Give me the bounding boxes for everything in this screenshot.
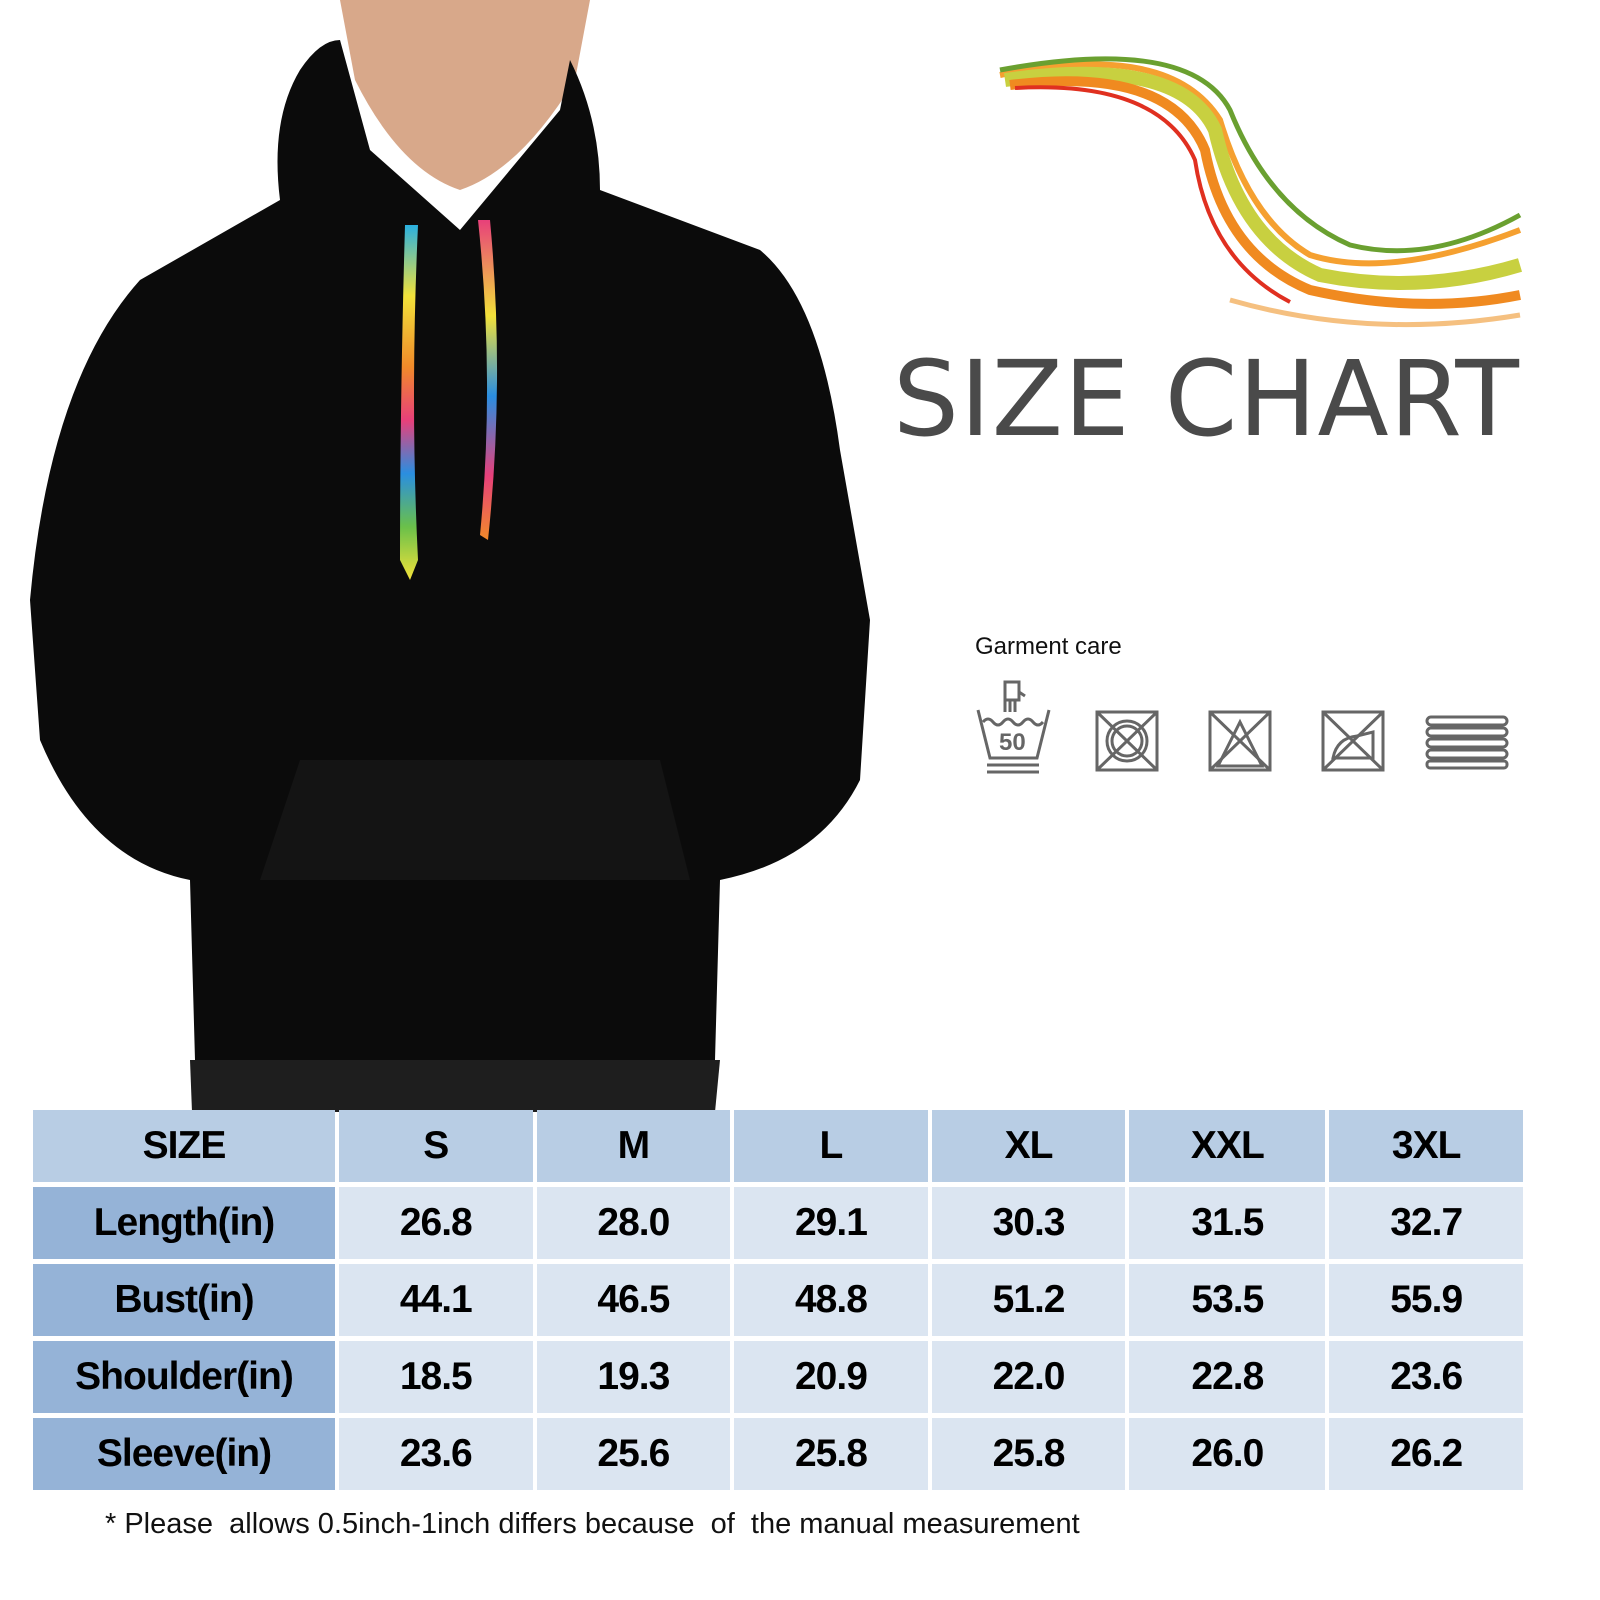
table-cell: 20.9	[734, 1341, 928, 1413]
row-label: Bust(in)	[33, 1264, 335, 1336]
table-cell: 25.6	[536, 1418, 731, 1490]
table-cell: 18.5	[339, 1341, 533, 1413]
table-cell: 23.6	[1329, 1341, 1523, 1413]
table-cell: 48.8	[734, 1264, 928, 1336]
table-cell: 25.8	[931, 1418, 1126, 1490]
table-cell: 29.1	[734, 1187, 928, 1259]
hand-wash-50-icon: 50	[976, 680, 1051, 774]
header-cell: 3XL	[1329, 1110, 1523, 1182]
table-cell: 22.0	[931, 1341, 1126, 1413]
do-not-iron-icon	[1321, 710, 1385, 772]
table-row: Shoulder(in) 18.5 19.3 20.9 22.0 22.8 23…	[33, 1341, 1523, 1413]
table-cell: 31.5	[1129, 1187, 1326, 1259]
product-photo-hoodie	[30, 0, 870, 1112]
table-row: Bust(in) 44.1 46.5 48.8 51.2 53.5 55.9	[33, 1264, 1523, 1336]
dry-flat-icon	[1425, 715, 1509, 770]
garment-care-label: Garment care	[975, 633, 1122, 660]
table-cell: 55.9	[1329, 1264, 1523, 1336]
table-cell: 26.8	[339, 1187, 533, 1259]
header-cell: S	[339, 1110, 533, 1182]
table-cell: 23.6	[339, 1418, 533, 1490]
table-cell: 51.2	[931, 1264, 1126, 1336]
table-cell: 32.7	[1329, 1187, 1523, 1259]
table-cell: 30.3	[931, 1187, 1126, 1259]
table-cell: 53.5	[1129, 1264, 1326, 1336]
header-cell: L	[734, 1110, 928, 1182]
row-label: Sleeve(in)	[33, 1418, 335, 1490]
table-cell: 26.2	[1329, 1418, 1523, 1490]
table-cell: 44.1	[339, 1264, 533, 1336]
page-title: SIZE CHART	[893, 338, 1520, 460]
svg-text:50: 50	[999, 729, 1026, 756]
row-label: Shoulder(in)	[33, 1341, 335, 1413]
table-cell: 22.8	[1129, 1341, 1326, 1413]
table-cell: 25.8	[734, 1418, 928, 1490]
do-not-bleach-icon	[1208, 710, 1272, 772]
table-cell: 46.5	[536, 1264, 731, 1336]
size-table: SIZE S M L XL XXL 3XL Length(in) 26.8 28…	[29, 1105, 1527, 1495]
table-cell: 28.0	[536, 1187, 731, 1259]
do-not-dry-clean-icon	[1095, 710, 1159, 772]
table-header-row: SIZE S M L XL XXL 3XL	[33, 1110, 1523, 1182]
table-row: Sleeve(in) 23.6 25.6 25.8 25.8 26.0 26.2	[33, 1418, 1523, 1490]
decorative-swoosh	[999, 56, 1523, 328]
header-cell: SIZE	[33, 1110, 335, 1182]
header-cell: M	[536, 1110, 731, 1182]
row-label: Length(in)	[33, 1187, 335, 1259]
table-cell: 19.3	[536, 1341, 731, 1413]
measurement-note: * Please allows 0.5inch-1inch differs be…	[105, 1508, 1080, 1540]
header-cell: XL	[931, 1110, 1126, 1182]
table-row: Length(in) 26.8 28.0 29.1 30.3 31.5 32.7	[33, 1187, 1523, 1259]
table-cell: 26.0	[1129, 1418, 1326, 1490]
header-cell: XXL	[1129, 1110, 1326, 1182]
